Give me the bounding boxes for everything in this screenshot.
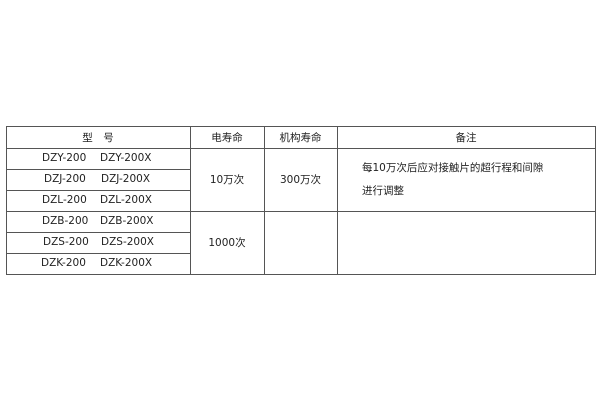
electrical-life-cell: 10万次 xyxy=(209,174,245,186)
model-cell: DZK-200X xyxy=(100,257,153,269)
model-cell: DZS-200X xyxy=(101,236,154,248)
note-line: 每10万次后应对接触片的超行程和间隙 xyxy=(362,162,544,174)
mechanical-life-cell: 300万次 xyxy=(279,174,322,186)
model-cell: DZY-200 xyxy=(42,152,87,164)
model-cell: DZL-200X xyxy=(100,194,152,206)
model-cell: DZB-200X xyxy=(100,215,154,227)
header-electrical-life: 电寿命 xyxy=(211,131,243,144)
border-right xyxy=(595,126,596,275)
note-line: 进行调整 xyxy=(362,185,404,197)
row-divider xyxy=(6,169,190,170)
group-divider xyxy=(6,211,596,212)
model-cell: DZY-200X xyxy=(100,152,152,164)
model-cell: DZJ-200 xyxy=(44,173,86,185)
border-left xyxy=(6,126,7,275)
model-cell: DZS-200 xyxy=(43,236,89,248)
header-model: 型 号 xyxy=(82,131,114,144)
note-cell xyxy=(337,211,595,274)
header-divider xyxy=(6,148,596,149)
model-cell: DZB-200 xyxy=(42,215,89,227)
border-bottom xyxy=(6,274,596,275)
col-divider xyxy=(190,126,191,275)
header-mechanical-life: 机构寿命 xyxy=(279,131,322,144)
row-divider xyxy=(6,190,190,191)
header-note: 备注 xyxy=(455,131,477,144)
col-divider xyxy=(264,126,265,275)
row-divider xyxy=(6,232,190,233)
electrical-life-cell: 1000次 xyxy=(208,237,246,249)
model-cell: DZL-200 xyxy=(42,194,87,206)
model-cell: DZK-200 xyxy=(41,257,86,269)
mechanical-life-cell xyxy=(264,211,337,274)
col-divider xyxy=(337,126,338,275)
row-divider xyxy=(6,253,190,254)
border-top xyxy=(6,126,596,127)
model-cell: DZJ-200X xyxy=(101,173,151,185)
